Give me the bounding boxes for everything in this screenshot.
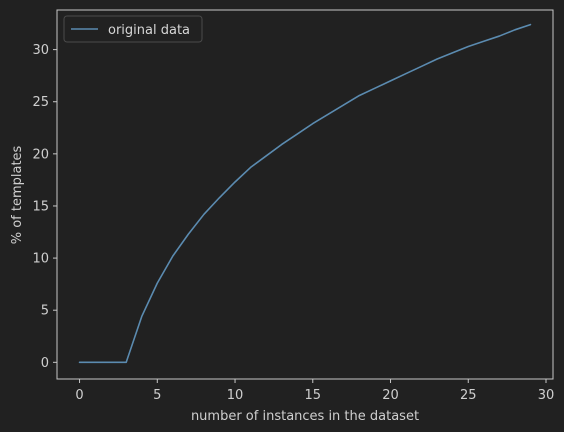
y-tick-label: 15 <box>32 199 49 214</box>
x-tick-label: 30 <box>538 388 555 403</box>
legend: original data <box>63 15 203 43</box>
x-axis-ticks: 0 5 10 15 20 25 30 <box>75 379 554 403</box>
y-tick-label: 30 <box>32 43 49 58</box>
y-tick-label: 25 <box>32 95 49 110</box>
x-tick-label: 25 <box>460 388 477 403</box>
y-tick-label: 10 <box>32 252 49 267</box>
series-layer <box>78 23 532 364</box>
x-tick-label: 20 <box>382 388 399 403</box>
y-axis-label: % of templates <box>10 145 25 244</box>
y-tick-label: 5 <box>41 304 49 319</box>
y-tick-label: 20 <box>32 147 49 162</box>
y-tick-label: 0 <box>41 356 49 371</box>
x-tick-label: 5 <box>153 388 161 403</box>
plot-area <box>56 9 554 380</box>
x-tick-label: 10 <box>227 388 244 403</box>
x-tick-label: 15 <box>305 388 322 403</box>
x-axis-label: number of instances in the dataset <box>191 409 419 424</box>
series-line-original-data <box>78 23 532 364</box>
legend-box <box>63 15 203 43</box>
legend-label-original-data: original data <box>108 23 190 38</box>
x-tick-label: 0 <box>75 388 83 403</box>
y-axis-ticks: 0 5 10 15 20 25 30 <box>32 43 57 371</box>
